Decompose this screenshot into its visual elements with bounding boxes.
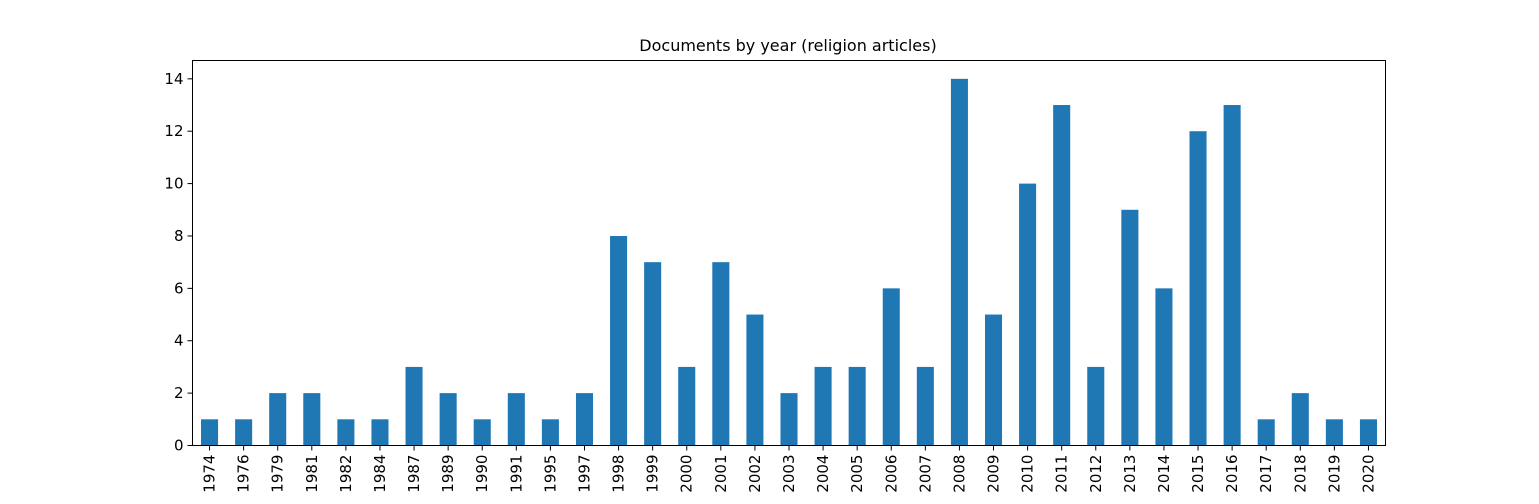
bar-1997 bbox=[575, 393, 594, 446]
x-tick-label-1999: 1999 bbox=[644, 455, 662, 493]
bar-2005 bbox=[848, 366, 866, 446]
bar-2016 bbox=[1223, 105, 1241, 446]
bar-2020 bbox=[1359, 419, 1377, 446]
x-tick-label-2013: 2013 bbox=[1121, 455, 1139, 493]
bar-2002 bbox=[746, 314, 764, 446]
x-tick-label-2018: 2018 bbox=[1291, 455, 1309, 493]
bar-1999 bbox=[644, 262, 662, 446]
bar-1990 bbox=[473, 419, 491, 446]
bar-2006 bbox=[882, 288, 900, 446]
x-tick-label-1989: 1989 bbox=[439, 455, 457, 493]
x-tick-label-2011: 2011 bbox=[1053, 455, 1071, 493]
x-tick-label-2009: 2009 bbox=[985, 455, 1003, 493]
x-tick-label-2003: 2003 bbox=[780, 455, 798, 493]
bar-1995 bbox=[541, 419, 559, 446]
bar-2009 bbox=[984, 314, 1003, 446]
x-tick-label-1981: 1981 bbox=[303, 455, 321, 493]
x-tick-label-1984: 1984 bbox=[371, 455, 389, 493]
y-tick-label-2: 2 bbox=[174, 384, 184, 402]
bar-2013 bbox=[1121, 209, 1139, 446]
bar-2008 bbox=[950, 78, 968, 446]
x-tick-label-1982: 1982 bbox=[337, 455, 355, 493]
x-tick-label-2007: 2007 bbox=[916, 455, 934, 493]
x-tick-label-1976: 1976 bbox=[235, 455, 253, 493]
x-tick-label-1998: 1998 bbox=[610, 455, 628, 493]
x-tick-label-1995: 1995 bbox=[541, 455, 559, 493]
x-tick-label-1990: 1990 bbox=[473, 455, 491, 493]
y-tick-label-8: 8 bbox=[174, 227, 184, 245]
x-tick-label-2016: 2016 bbox=[1223, 455, 1241, 493]
bar-2010 bbox=[1019, 183, 1037, 446]
bar-2015 bbox=[1189, 131, 1207, 446]
x-tick-label-1987: 1987 bbox=[405, 455, 423, 493]
y-tick-label-0: 0 bbox=[174, 437, 184, 455]
x-tick-label-2019: 2019 bbox=[1325, 455, 1343, 493]
x-tick-label-2006: 2006 bbox=[882, 455, 900, 493]
bar-2019 bbox=[1325, 419, 1343, 446]
bar-1984 bbox=[371, 419, 389, 446]
x-axis: 1974 1976 1979 1981 1982 1984 1987 1989 1990 1991… bbox=[201, 445, 1377, 493]
bar-1998 bbox=[610, 235, 628, 446]
bar-2004 bbox=[814, 366, 832, 446]
bar-1976 bbox=[235, 419, 253, 446]
x-tick-label-2005: 2005 bbox=[848, 455, 866, 493]
y-tick-label-6: 6 bbox=[174, 279, 184, 297]
bar-2018 bbox=[1291, 393, 1309, 446]
bar-1991 bbox=[507, 393, 525, 446]
bar-2012 bbox=[1087, 366, 1105, 446]
bar-2000 bbox=[678, 366, 696, 446]
x-tick-label-1974: 1974 bbox=[201, 455, 219, 493]
bar-1982 bbox=[337, 419, 355, 446]
x-tick-label-1997: 1997 bbox=[575, 455, 593, 493]
bar-2014 bbox=[1155, 288, 1173, 446]
y-tick-label-4: 4 bbox=[174, 332, 184, 350]
bar-2007 bbox=[916, 366, 934, 446]
x-tick-label-2002: 2002 bbox=[746, 455, 764, 493]
x-tick-label-2020: 2020 bbox=[1359, 455, 1377, 493]
x-tick-label-1979: 1979 bbox=[269, 455, 287, 493]
x-tick-label-2017: 2017 bbox=[1257, 455, 1275, 493]
x-tick-label-2008: 2008 bbox=[950, 455, 968, 493]
x-tick-label-2004: 2004 bbox=[814, 455, 832, 493]
x-tick-label-1991: 1991 bbox=[507, 455, 525, 493]
bar-2017 bbox=[1257, 419, 1275, 446]
bar-1979 bbox=[269, 393, 287, 446]
y-tick-label-12: 12 bbox=[164, 122, 183, 140]
y-tick-label-14: 14 bbox=[164, 70, 183, 88]
bar-1989 bbox=[439, 393, 457, 446]
x-tick-label-2014: 2014 bbox=[1155, 455, 1173, 493]
bar-2003 bbox=[780, 393, 798, 446]
bars-group bbox=[201, 78, 1377, 446]
bar-2011 bbox=[1053, 105, 1071, 446]
plot-frame bbox=[192, 60, 1386, 446]
bar-1974 bbox=[201, 419, 219, 446]
y-tick-label-10: 10 bbox=[164, 175, 183, 193]
x-tick-label-2001: 2001 bbox=[712, 455, 730, 493]
chart-title: Documents by year (religion articles) bbox=[639, 36, 936, 55]
bar-1981 bbox=[303, 393, 321, 446]
x-tick-label-2000: 2000 bbox=[678, 455, 696, 493]
bar-1987 bbox=[405, 366, 423, 446]
x-tick-label-2015: 2015 bbox=[1189, 455, 1207, 493]
y-axis: 0 2 4 6 8 10 12 14 bbox=[164, 70, 193, 455]
x-tick-label-2010: 2010 bbox=[1019, 455, 1037, 493]
x-tick-label-2012: 2012 bbox=[1087, 455, 1105, 493]
bar-2001 bbox=[712, 262, 730, 446]
